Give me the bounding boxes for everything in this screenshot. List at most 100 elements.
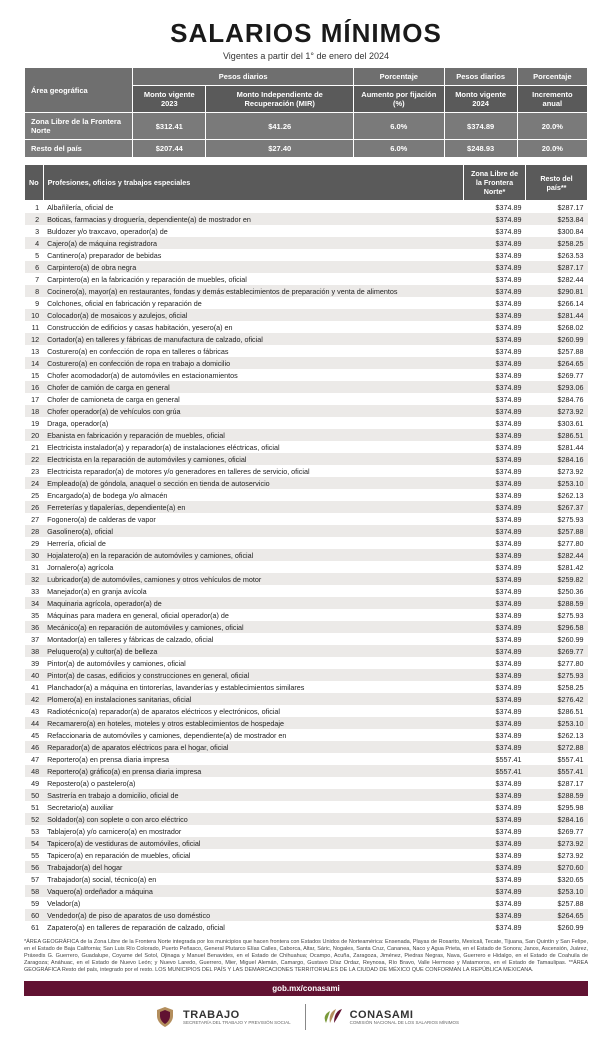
table-row: 59Velador(a)$374.89$257.88 [25,897,588,909]
table-row: 25Encargado(a) de bodega y/o almacén$374… [25,489,588,501]
table-row: 60Vendedor(a) de piso de aparatos de uso… [25,909,588,921]
cell-resto: $264.65 [526,909,588,921]
cell-zona: $374.89 [464,669,526,681]
cell-zona: $374.89 [464,381,526,393]
table-row: 28Gasolinero(a), oficial$374.89$257.88 [25,525,588,537]
cell-no: 43 [25,705,44,717]
cell-prof: Tapicero(a) en reparación de muebles, of… [43,849,463,861]
cell-prof: Montador(a) en talleres y fábricas de ca… [43,633,463,645]
table-row: 12Cortador(a) en talleres y fábricas de … [25,333,588,345]
cell-no: 25 [25,489,44,501]
cell-resto: $273.92 [526,849,588,861]
cell-no: 51 [25,801,44,813]
cell-resto: $277.80 [526,537,588,549]
cell-no: 30 [25,549,44,561]
table-row: 34Maquinaria agrícola, operador(a) de$37… [25,597,588,609]
group-pct-2: Porcentaje [517,68,587,86]
table-row: 55Tapicero(a) en reparación de muebles, … [25,849,588,861]
footnote: *ÁREA GEOGRÁFICA de la Zona Libre de la … [24,939,588,973]
col-zona: Zona Libre de la Frontera Norte* [464,165,526,201]
cell-zona: $374.89 [464,261,526,273]
table-row: 5Cantinero(a) preparador de bebidas$374.… [25,249,588,261]
group-pesos-1: Pesos diarios [133,68,354,86]
logo-divider [305,1004,306,1030]
cell-prof: Empleado(a) de góndola, anaquel o secció… [43,477,463,489]
cell-area: Zona Libre de la Frontera Norte [25,113,133,140]
cell-resto: $275.93 [526,669,588,681]
cell-prof: Chofer acomodador(a) de automóviles en e… [43,369,463,381]
cell-zona: $374.89 [464,573,526,585]
leaf-icon [320,1005,344,1029]
cell-resto: $269.77 [526,645,588,657]
cell-prof: Chofer operador(a) de vehículos con grúa [43,405,463,417]
cell-resto: $273.92 [526,465,588,477]
cell-prof: Radiotécnico(a) reparador(a) de aparatos… [43,705,463,717]
col-2024: Monto vigente 2024 [444,86,517,113]
cell-zona: $374.89 [464,645,526,657]
table-row: 32Lubricador(a) de automóviles, camiones… [25,573,588,585]
cell-zona: $374.89 [464,789,526,801]
cell-zona: $374.89 [464,849,526,861]
cell-no: 33 [25,585,44,597]
cell-zona: $374.89 [464,477,526,489]
cell-zona: $374.89 [464,465,526,477]
cell-zona: $374.89 [464,429,526,441]
table-row: 13Costurero(a) en confección de ropa en … [25,345,588,357]
cell-zona: $374.89 [464,525,526,537]
cell-resto: $253.10 [526,477,588,489]
cell-zona: $374.89 [464,201,526,214]
shield-icon [153,1005,177,1029]
cell-prof: Albañilería, oficial de [43,201,463,214]
cell-resto: $275.93 [526,513,588,525]
cell-resto: $287.17 [526,777,588,789]
cell-resto: $281.44 [526,441,588,453]
cell-resto: $295.98 [526,801,588,813]
cell-no: 8 [25,285,44,297]
cell-prof: Planchador(a) a máquina en tintorerías, … [43,681,463,693]
table-row: 9Colchones, oficial en fabricación y rep… [25,297,588,309]
cell-no: 45 [25,729,44,741]
cell-prof: Ebanista en fabricación y reparación de … [43,429,463,441]
cell-resto: $273.92 [526,405,588,417]
cell-zona: $374.89 [464,393,526,405]
cell-resto: $260.99 [526,633,588,645]
cell-zona: $374.89 [464,825,526,837]
cell-resto: $258.25 [526,681,588,693]
table-row: 22Electricista en la reparación de autom… [25,453,588,465]
table-row: 8Cocinero(a), mayor(a) en restaurantes, … [25,285,588,297]
cell-prof: Maquinaria agrícola, operador(a) de [43,597,463,609]
cell-no: 50 [25,789,44,801]
table-row: 57Trabajador(a) social, técnico(a) en$37… [25,873,588,885]
cell-no: 11 [25,321,44,333]
cell-prof: Velador(a) [43,897,463,909]
cell-zona: $374.89 [464,453,526,465]
cell-prof: Carpintero(a) de obra negra [43,261,463,273]
cell-zona: $374.89 [464,513,526,525]
cell-zona: $374.89 [464,897,526,909]
table-row: 52Soldador(a) con soplete o con arco elé… [25,813,588,825]
table-row: 18Chofer operador(a) de vehículos con gr… [25,405,588,417]
cell-zona: $374.89 [464,705,526,717]
logo-conasami-text: CONASAMI [350,1009,459,1021]
col-resto: Resto del país** [526,165,588,201]
cell-no: 56 [25,861,44,873]
cell-zona: $374.89 [464,837,526,849]
cell-no: 15 [25,369,44,381]
cell-no: 39 [25,657,44,669]
table-row: 6Carpintero(a) de obra negra$374.89$287.… [25,261,588,273]
cell-no: 36 [25,621,44,633]
cell-resto: $276.42 [526,693,588,705]
col-mir: Monto Independiente de Recuperación (MIR… [206,86,354,113]
cell-prof: Encargado(a) de bodega y/o almacén [43,489,463,501]
logo-conasami: CONASAMI COMISIÓN NACIONAL DE LOS SALARI… [320,1005,459,1029]
logos-row: TRABAJO SECRETARÍA DEL TRABAJO Y PREVISI… [24,1004,588,1030]
cell-prof: Tablajero(a) y/o carnicero(a) en mostrad… [43,825,463,837]
cell-zona: $374.89 [464,921,526,933]
table-row: 26Ferreterías y tlapalerías, dependiente… [25,501,588,513]
cell-prof: Cantinero(a) preparador de bebidas [43,249,463,261]
cell-inc: 20.0% [517,140,587,158]
cell-no: 21 [25,441,44,453]
cell-no: 26 [25,501,44,513]
cell-mir: $41.26 [206,113,354,140]
cell-2024: $248.93 [444,140,517,158]
